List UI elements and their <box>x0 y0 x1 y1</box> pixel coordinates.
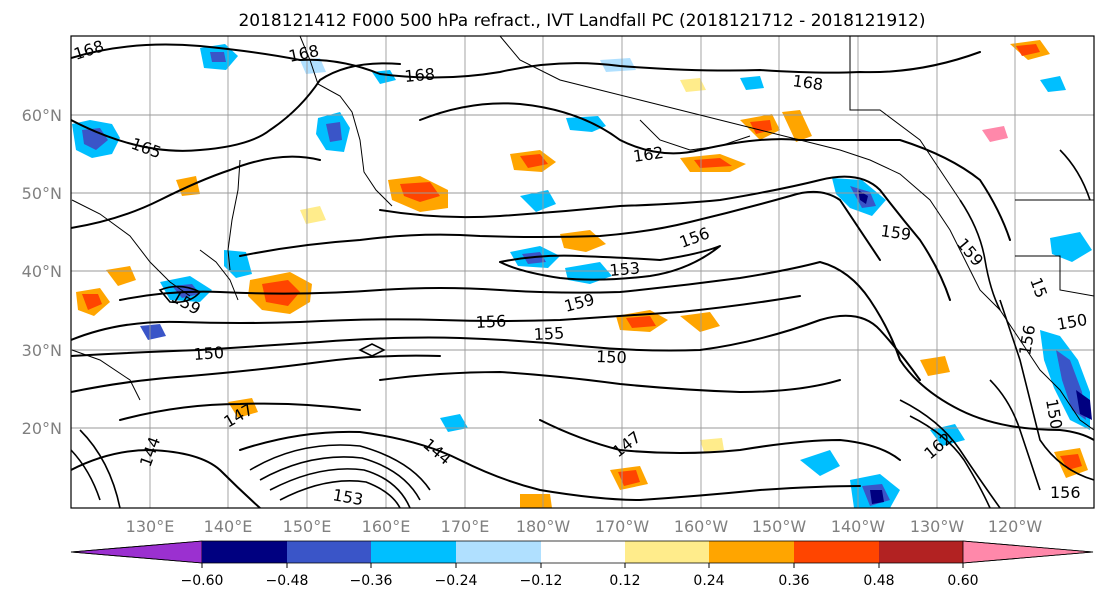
colorbar-segment <box>287 541 371 563</box>
contour-label: 153 <box>609 258 641 280</box>
lat-label: 40°N <box>22 262 62 281</box>
lon-label: 170°E <box>441 517 490 536</box>
contour-label: 168 <box>791 71 824 94</box>
colorbar-segment <box>879 541 963 563</box>
colorbar: −0.60 −0.48 −0.36 −0.24 −0.12 0.12 0.24 … <box>70 540 1094 589</box>
contour-label: 155 <box>533 323 564 344</box>
contour-label: 156 <box>475 311 506 332</box>
lon-label: 140°W <box>831 517 886 536</box>
colorbar-segments <box>70 540 1094 564</box>
colorbar-tick-label: 0.60 <box>947 573 978 589</box>
colorbar-tick-label: −0.48 <box>266 573 309 589</box>
contour-label: 159 <box>879 221 912 244</box>
colorbar-segment <box>541 541 625 563</box>
colorbar-tick-label: 0.48 <box>863 573 894 589</box>
lon-label: 160°W <box>674 517 729 536</box>
contour-label: 153 <box>331 485 364 509</box>
colorbar-tick-label: −0.12 <box>520 573 563 589</box>
lat-label: 20°N <box>22 419 62 438</box>
colorbar-tick-label: −0.24 <box>435 573 478 589</box>
colorbar-tick-label: 0.36 <box>778 573 809 589</box>
colorbar-segment <box>794 541 879 563</box>
lon-label: 160°E <box>362 517 411 536</box>
colorbar-tick-labels: −0.60 −0.48 −0.36 −0.24 −0.12 0.12 0.24 … <box>181 573 979 589</box>
contour-label: 150 <box>193 343 225 364</box>
lon-label: 150°W <box>752 517 807 536</box>
lat-label: 50°N <box>22 184 62 203</box>
lon-label: 150°E <box>283 517 332 536</box>
colorbar-segment <box>371 541 456 563</box>
longitude-labels: 130°E 140°E 150°E 160°E 170°E 180°W 170°… <box>126 517 1043 536</box>
figure-title: 2018121412 F000 500 hPa refract., IVT La… <box>238 11 925 31</box>
lon-label: 130°W <box>910 517 965 536</box>
colorbar-tick-label: 0.12 <box>609 573 640 589</box>
latitude-labels: 60°N 50°N 40°N 30°N 20°N <box>22 106 62 438</box>
contour-label: 168 <box>404 64 436 86</box>
lon-label: 120°W <box>988 517 1043 536</box>
colorbar-segment <box>202 541 287 563</box>
colorbar-tick-label: 0.24 <box>693 573 724 589</box>
lon-label: 130°E <box>126 517 175 536</box>
map-panel: 168 168 168 168 165 162 159 159 156 153 … <box>70 35 1095 509</box>
colorbar-segment <box>70 540 203 564</box>
colorbar-segment <box>962 540 1094 564</box>
coastlines <box>71 36 1094 431</box>
colorbar-segment <box>456 541 541 563</box>
contour-label: 156 <box>1050 483 1081 502</box>
contour-label: 162 <box>632 143 665 166</box>
colorbar-segment <box>709 541 794 563</box>
refractivity-contours <box>71 43 1094 508</box>
colorbar-segment <box>625 541 709 563</box>
lon-label: 180°W <box>516 517 571 536</box>
graticule <box>71 36 1094 508</box>
colorbar-ticks <box>201 563 964 568</box>
lon-label: 140°E <box>204 517 253 536</box>
colorbar-tick-label: −0.60 <box>181 573 224 589</box>
lat-label: 30°N <box>22 341 62 360</box>
colorbar-tick-label: −0.36 <box>350 573 393 589</box>
contour-label: 150 <box>596 347 627 367</box>
lat-label: 60°N <box>22 106 62 125</box>
lon-label: 170°W <box>595 517 650 536</box>
